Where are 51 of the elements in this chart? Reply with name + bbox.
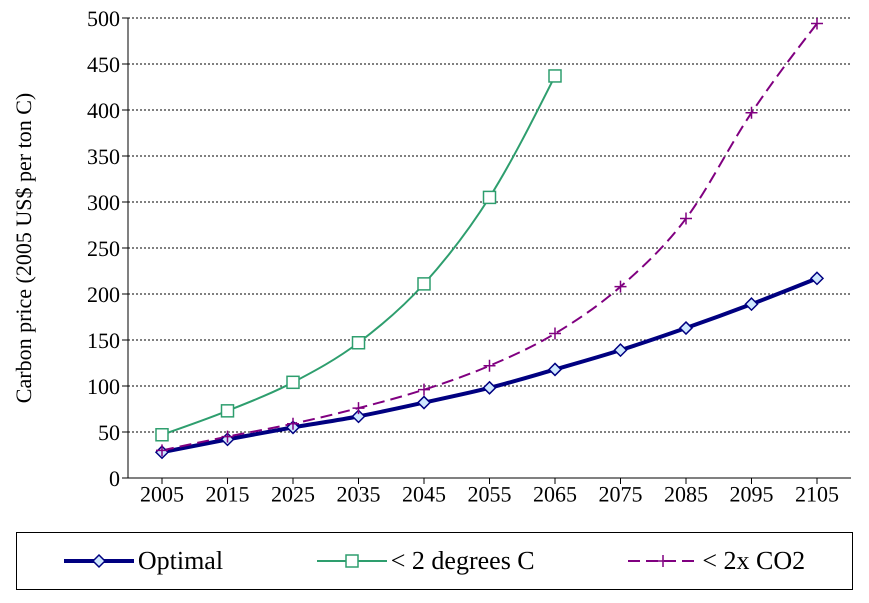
point <box>155 428 169 442</box>
x-tick-label: 2025 <box>271 482 315 507</box>
point <box>810 18 824 30</box>
point <box>352 401 366 415</box>
point <box>548 69 562 83</box>
y-tick-label: 150 <box>87 328 120 353</box>
x-tick-label: 2105 <box>795 482 839 507</box>
point <box>679 321 693 335</box>
legend-label: < 2 degrees C <box>390 546 535 576</box>
point <box>744 297 758 311</box>
point <box>417 277 431 291</box>
point <box>614 280 628 294</box>
y-tick-label: 450 <box>87 52 120 77</box>
point <box>220 404 234 418</box>
y-tick-label: 300 <box>87 190 120 215</box>
point <box>744 106 758 120</box>
point <box>614 343 628 357</box>
point <box>482 359 496 373</box>
y-tick-label: 400 <box>87 98 120 123</box>
x-tick-label: 2065 <box>533 482 577 507</box>
point <box>482 381 496 395</box>
x-tick-label: 2015 <box>206 482 250 507</box>
point <box>417 382 431 396</box>
point <box>352 336 366 350</box>
x-tick-label: 2055 <box>468 482 512 507</box>
point <box>286 416 300 430</box>
x-tick-label: 2045 <box>402 482 446 507</box>
point <box>548 362 562 376</box>
y-axis-title: Carbon price (2005 US$ per ton C) <box>10 92 36 404</box>
y-tick-label: 500 <box>87 6 120 31</box>
point <box>220 430 234 444</box>
legend-label: < 2x CO2 <box>702 546 806 576</box>
point <box>286 376 300 390</box>
y-tick-label: 0 <box>109 466 120 491</box>
x-tick-label: 2075 <box>598 482 642 507</box>
y-tick-label: 350 <box>87 144 120 169</box>
point <box>352 410 366 424</box>
x-tick-label: 2035 <box>336 482 380 507</box>
point <box>548 326 562 340</box>
y-tick-label: 100 <box>87 374 120 399</box>
x-tick-label: 2085 <box>664 482 708 507</box>
x-tick-label: 2005 <box>140 482 184 507</box>
x-tick-label: 2095 <box>730 482 774 507</box>
y-tick-label: 50 <box>98 420 120 445</box>
y-tick-label: 200 <box>87 282 120 307</box>
point <box>417 396 431 410</box>
point <box>810 272 824 286</box>
point <box>482 190 496 204</box>
legend-label: Optimal <box>138 546 224 576</box>
point <box>679 212 693 226</box>
y-tick-label: 250 <box>87 236 120 261</box>
